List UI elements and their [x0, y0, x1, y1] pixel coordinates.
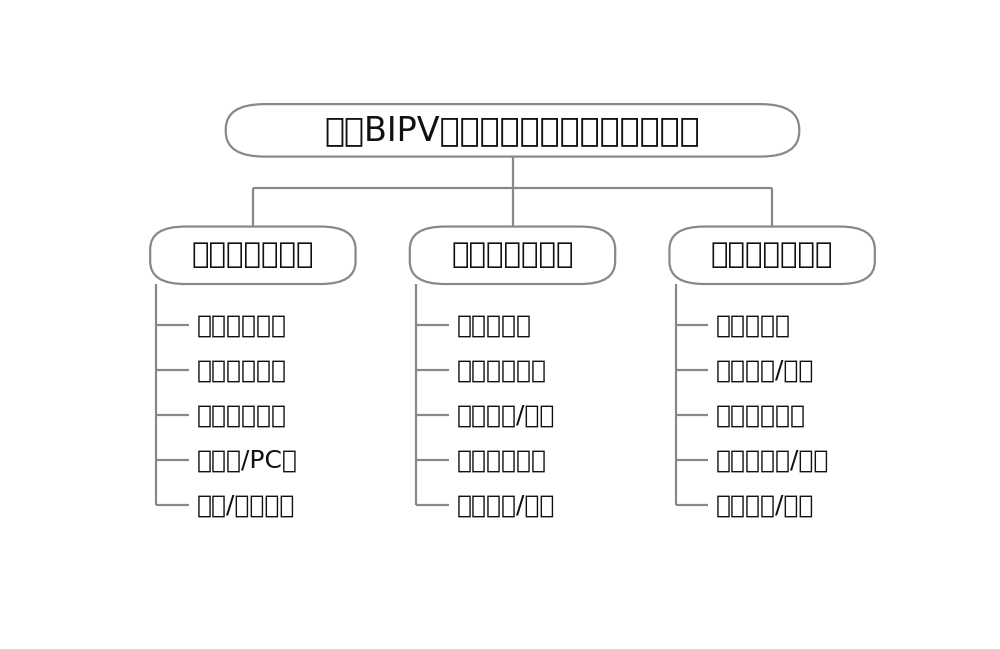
Text: 故障检测子系统: 故障检测子系统: [451, 241, 574, 269]
Text: 检测无人机: 检测无人机: [456, 313, 531, 337]
Text: 遮挡物清理/回收: 遮挡物清理/回收: [716, 448, 829, 472]
Text: 系统监控子系统: 系统监控子系统: [192, 241, 314, 269]
Text: 异常/故障警告: 异常/故障警告: [197, 493, 295, 517]
FancyBboxPatch shape: [150, 227, 356, 284]
Text: 一种BIPV屋顶光伏电站智能化运维系统: 一种BIPV屋顶光伏电站智能化运维系统: [325, 114, 700, 147]
Text: 智能休眠/充电: 智能休眠/充电: [716, 493, 814, 517]
Text: 运行参数监控: 运行参数监控: [197, 313, 287, 337]
Text: 清洁路线规划: 清洁路线规划: [716, 403, 806, 427]
Text: 组件定位/清洁: 组件定位/清洁: [716, 358, 814, 382]
Text: 组串故障监控: 组串故障监控: [197, 403, 287, 427]
Text: 智能清理机: 智能清理机: [716, 313, 791, 337]
Text: 移动端/PC端: 移动端/PC端: [197, 448, 298, 472]
Text: 红外检测热斑: 红外检测热斑: [456, 358, 546, 382]
Text: 屋面视频监控: 屋面视频监控: [197, 358, 287, 382]
FancyBboxPatch shape: [226, 104, 799, 156]
FancyBboxPatch shape: [410, 227, 615, 284]
Text: 智能规划航线: 智能规划航线: [456, 448, 546, 472]
Text: 屋面清洁子系统: 屋面清洁子系统: [711, 241, 833, 269]
Text: 智能巡航/返航: 智能巡航/返航: [456, 493, 555, 517]
Text: 故障识别/定位: 故障识别/定位: [456, 403, 555, 427]
FancyBboxPatch shape: [669, 227, 875, 284]
